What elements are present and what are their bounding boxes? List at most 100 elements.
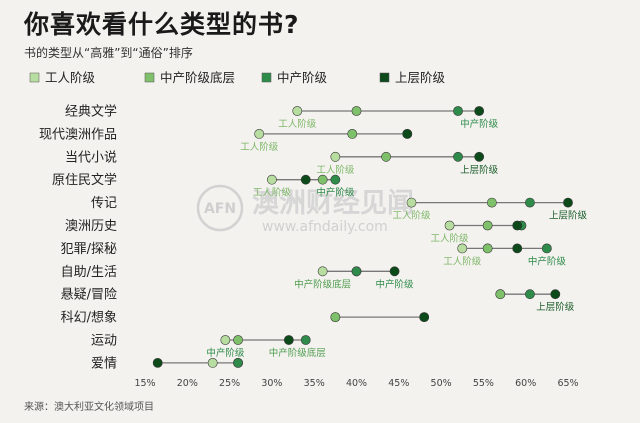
dot-0: [292, 106, 303, 116]
dot-1: [351, 106, 362, 116]
source-note: 来源：澳大利亚文化领域项目: [24, 402, 154, 413]
category-label: 犯罪/探秘: [61, 242, 117, 257]
legend: 工人阶级 中产阶级底层 中产阶级 上层阶级: [29, 70, 446, 85]
dot-1: [482, 243, 493, 254]
chart-title: 你喜欢看什么类型的书?: [24, 10, 300, 39]
annotation-label: 工人阶级: [392, 210, 431, 222]
dot-3: [474, 106, 485, 116]
annotation-label: 工人阶级: [316, 164, 355, 176]
legend-label-2: 中产阶级: [277, 70, 328, 85]
dot-1: [482, 220, 493, 231]
watermark-logo-text: AFN: [204, 201, 236, 217]
watermark-url: www.afndaily.com: [262, 219, 388, 235]
legend-swatch-2: [261, 72, 272, 83]
x-tick-label: 45%: [388, 378, 409, 389]
annotation-label: 上层阶级: [460, 164, 499, 176]
category-label: 现代澳洲作品: [39, 126, 117, 142]
annotation-label: 中产阶级底层: [294, 278, 351, 290]
annotation-label: 中产阶级底层: [269, 347, 326, 359]
legend-label-1: 中产阶级底层: [160, 70, 235, 85]
annotation-label: 工人阶级: [253, 187, 292, 199]
legend-swatch-1: [144, 72, 155, 83]
dot-0: [406, 197, 417, 208]
watermark: AFN 澳洲财经见闻 www.afndaily.com: [196, 184, 414, 235]
dot-3: [563, 197, 573, 208]
dot-2: [525, 197, 535, 208]
dot-0: [220, 335, 231, 345]
category-label: 爱情: [91, 356, 117, 371]
annotation-label: 中产阶级: [316, 187, 355, 199]
dot-1: [486, 197, 497, 208]
legend-swatch-0: [29, 72, 40, 83]
annotation-label: 工人阶级: [240, 141, 279, 153]
dot-2: [453, 106, 463, 116]
dot-1: [347, 128, 358, 139]
dot-2: [525, 289, 535, 300]
dot-0: [207, 357, 218, 368]
annotation-label: 上层阶级: [549, 210, 588, 222]
legend-label-3: 上层阶级: [395, 70, 446, 85]
x-tick-label: 65%: [557, 378, 578, 389]
dot-3: [550, 289, 561, 300]
dot-0: [317, 266, 328, 277]
annotation-label: 工人阶级: [278, 118, 317, 130]
dot-0: [266, 174, 277, 185]
x-tick-label: 50%: [431, 378, 452, 389]
category-label: 科幻/想象: [61, 310, 117, 326]
category-label: 传记: [91, 196, 117, 211]
plot-area: [152, 106, 573, 368]
annotation-label: 中产阶级: [528, 255, 567, 267]
x-tick-label: 55%: [473, 378, 494, 389]
annotation-label: 工人阶级: [431, 233, 470, 245]
x-tick-label: 40%: [346, 378, 367, 389]
dot-2: [330, 174, 341, 185]
x-tick-label: 60%: [515, 378, 536, 389]
dot-1: [381, 151, 392, 162]
dot-2: [453, 151, 463, 162]
chart-subtitle: 书的类型从“高雅”到“通俗”排序: [24, 46, 193, 60]
dot-2: [541, 243, 552, 254]
dot-3: [419, 312, 430, 322]
dot-3: [512, 243, 523, 254]
dot-3: [402, 128, 413, 139]
dot-0: [444, 220, 455, 231]
dot-2: [300, 335, 311, 345]
x-axis: 15% 20% 25% 30% 35% 40% 45% 50% 55% 60% 65%: [134, 378, 578, 389]
dot-3: [283, 335, 294, 345]
dot-1: [495, 289, 506, 300]
annotation-label: 中产阶级: [376, 278, 415, 290]
dot-3: [389, 266, 400, 277]
dot-3: [512, 220, 523, 231]
category-label: 自助/生活: [61, 265, 117, 280]
legend-swatch-3: [379, 72, 390, 83]
annotation-label: 工人阶级: [443, 255, 482, 267]
category-label: 悬疑/冒险: [61, 287, 117, 303]
dot-0: [330, 151, 341, 162]
watermark-logo-circle: [196, 184, 244, 232]
dot-1: [317, 174, 328, 185]
annotation-label: 中产阶级: [206, 347, 245, 359]
category-label: 经典文学: [65, 104, 117, 120]
dot-3: [300, 174, 311, 185]
category-label: 运动: [91, 334, 117, 349]
x-tick-label: 35%: [304, 378, 325, 389]
dot-3: [152, 357, 163, 368]
dot-3: [474, 151, 485, 162]
dot-2: [351, 266, 362, 277]
dot-0: [457, 243, 468, 254]
category-label: 原住民文学: [52, 172, 117, 188]
category-label: 当代小说: [65, 150, 117, 165]
annotation-label: 中产阶级: [460, 118, 499, 130]
dot-0: [254, 128, 265, 139]
category-label: 澳洲历史: [65, 218, 117, 234]
category-labels: 经典文学现代澳洲作品当代小说原住民文学传记澳洲历史犯罪/探秘自助/生活悬疑/冒险…: [39, 104, 117, 372]
x-tick-label: 15%: [134, 378, 155, 389]
x-tick-label: 20%: [177, 378, 198, 389]
dot-1: [233, 335, 243, 345]
dot-2: [233, 357, 243, 368]
legend-label-0: 工人阶级: [45, 70, 96, 85]
x-tick-label: 25%: [219, 378, 240, 389]
watermark-text: 澳洲财经见闻: [252, 187, 414, 219]
